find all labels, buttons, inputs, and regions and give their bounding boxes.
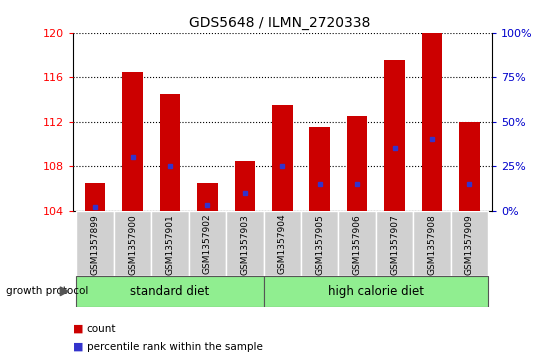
Polygon shape [60, 287, 68, 295]
Bar [189, 211, 226, 276]
Text: standard diet: standard diet [130, 285, 210, 298]
Bar [264, 276, 488, 307]
Text: GSM1357902: GSM1357902 [203, 214, 212, 274]
Bar [151, 211, 189, 276]
Bar [338, 211, 376, 276]
Bar [226, 211, 264, 276]
Text: growth protocol: growth protocol [6, 286, 88, 296]
Text: ■: ■ [73, 323, 83, 334]
Bar [197, 183, 217, 211]
Text: GSM1357908: GSM1357908 [428, 214, 437, 274]
Text: percentile rank within the sample: percentile rank within the sample [87, 342, 263, 352]
Text: GDS5648 / ILMN_2720338: GDS5648 / ILMN_2720338 [189, 16, 370, 30]
Bar [272, 105, 292, 211]
Bar [413, 211, 451, 276]
Text: GSM1357899: GSM1357899 [91, 214, 100, 274]
Bar [301, 211, 338, 276]
Text: GSM1357906: GSM1357906 [353, 214, 362, 274]
Bar [384, 61, 405, 211]
Text: GSM1357904: GSM1357904 [278, 214, 287, 274]
Bar [114, 211, 151, 276]
Text: ■: ■ [73, 342, 83, 352]
Text: GSM1357900: GSM1357900 [128, 214, 137, 274]
Bar [421, 33, 442, 211]
Bar [310, 127, 330, 211]
Text: GSM1357905: GSM1357905 [315, 214, 324, 274]
Bar [77, 211, 114, 276]
Bar [160, 94, 181, 211]
Bar [347, 116, 367, 211]
Bar [122, 72, 143, 211]
Text: high calorie diet: high calorie diet [328, 285, 424, 298]
Text: GSM1357907: GSM1357907 [390, 214, 399, 274]
Text: GSM1357901: GSM1357901 [165, 214, 174, 274]
Text: count: count [87, 323, 116, 334]
Bar [264, 211, 301, 276]
Bar [451, 211, 488, 276]
Text: GSM1357903: GSM1357903 [240, 214, 249, 274]
Bar [459, 122, 480, 211]
Bar [77, 276, 264, 307]
Bar [85, 183, 106, 211]
Text: GSM1357909: GSM1357909 [465, 214, 474, 274]
Bar [376, 211, 413, 276]
Bar [235, 160, 255, 211]
